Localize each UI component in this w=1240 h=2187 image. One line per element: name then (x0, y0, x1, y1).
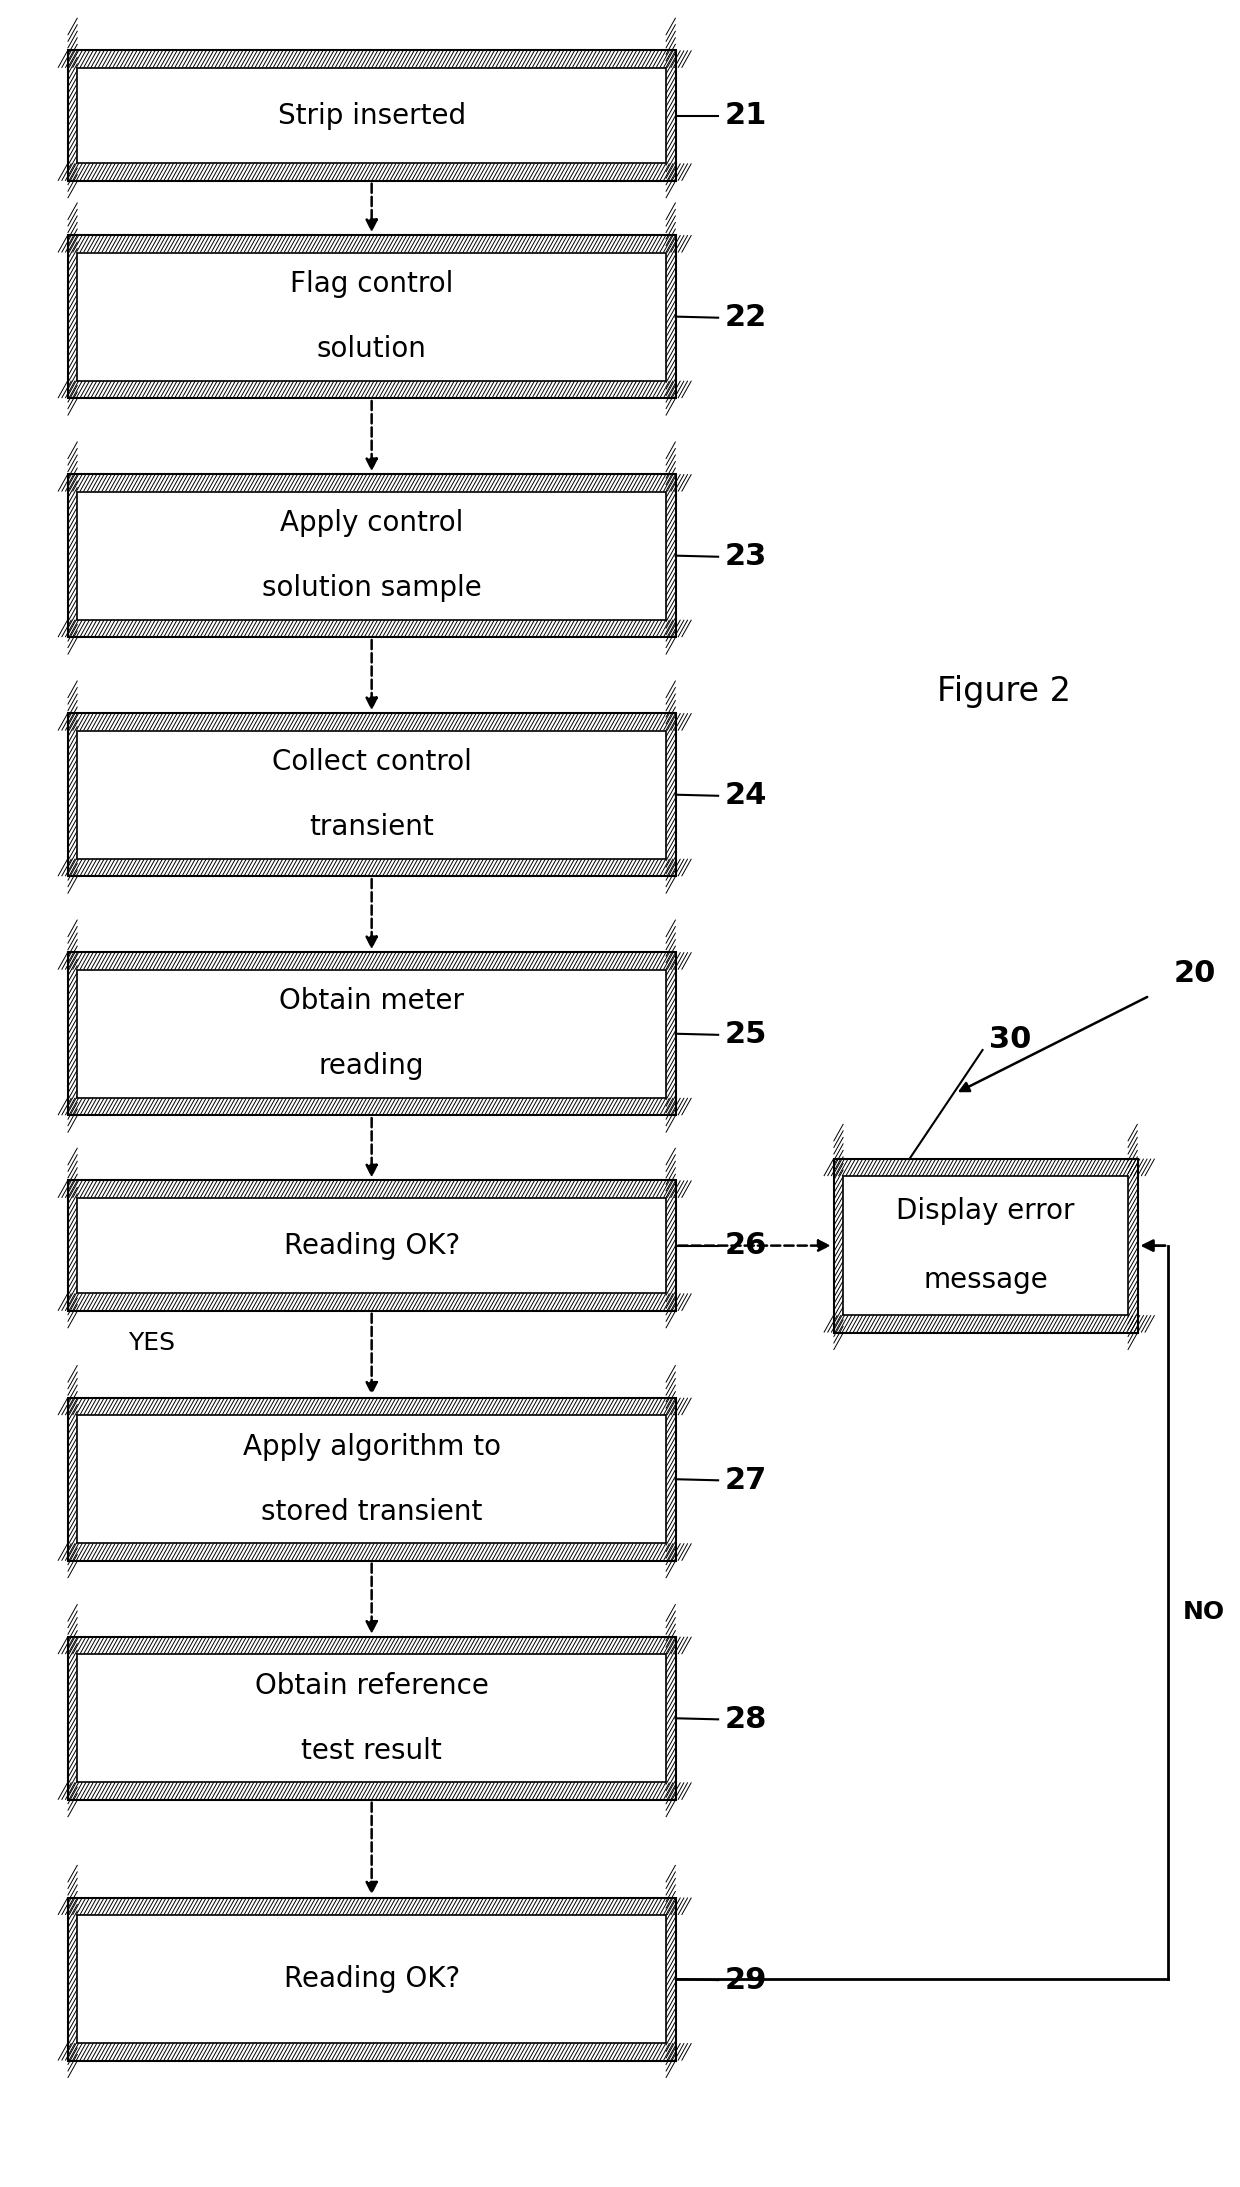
Text: 26: 26 (724, 1231, 766, 1260)
Text: transient: transient (309, 814, 434, 842)
Text: reading: reading (319, 1052, 424, 1080)
Text: 29: 29 (724, 1966, 766, 1995)
Text: Apply algorithm to: Apply algorithm to (243, 1432, 501, 1461)
Text: 28: 28 (724, 1706, 766, 1734)
Bar (68, 475, 676, 636)
Text: 25: 25 (724, 1021, 766, 1050)
Bar (68, 1181, 676, 1310)
Text: Figure 2: Figure 2 (936, 676, 1071, 709)
Text: Reading OK?: Reading OK? (284, 1231, 460, 1260)
Bar (77, 1653, 666, 1782)
Text: YES: YES (129, 1332, 176, 1356)
Text: stored transient: stored transient (260, 1498, 482, 1527)
Bar (68, 1397, 676, 1562)
Text: Obtain meter: Obtain meter (279, 986, 464, 1015)
Text: 22: 22 (724, 304, 766, 332)
Text: Reading OK?: Reading OK? (284, 1966, 460, 1992)
Bar (77, 1415, 666, 1544)
Bar (68, 1898, 676, 2060)
Bar (77, 1916, 666, 2043)
Text: message: message (924, 1266, 1048, 1295)
Bar (833, 1159, 1137, 1332)
Text: solution: solution (316, 335, 427, 363)
Text: test result: test result (301, 1736, 441, 1765)
Text: Display error: Display error (897, 1196, 1075, 1225)
Text: 27: 27 (724, 1465, 766, 1494)
Bar (68, 50, 676, 182)
Bar (77, 252, 666, 381)
Bar (77, 730, 666, 859)
Text: solution sample: solution sample (262, 575, 481, 601)
Text: Strip inserted: Strip inserted (278, 101, 466, 129)
Text: 21: 21 (724, 101, 766, 129)
Bar (77, 68, 666, 164)
Text: NO: NO (1183, 1601, 1225, 1625)
Text: 20: 20 (1174, 960, 1216, 989)
Bar (77, 1198, 666, 1293)
Bar (68, 951, 676, 1115)
Bar (77, 969, 666, 1098)
Bar (68, 236, 676, 398)
Text: 23: 23 (724, 542, 766, 571)
Text: 24: 24 (724, 781, 766, 811)
Text: Obtain reference: Obtain reference (254, 1671, 489, 1699)
Text: Flag control: Flag control (290, 269, 454, 297)
Text: 30: 30 (988, 1026, 1030, 1054)
Text: Apply control: Apply control (280, 510, 464, 538)
Bar (68, 713, 676, 877)
Text: Collect control: Collect control (272, 748, 471, 776)
Bar (843, 1177, 1128, 1314)
Bar (68, 1636, 676, 1800)
Bar (77, 492, 666, 619)
